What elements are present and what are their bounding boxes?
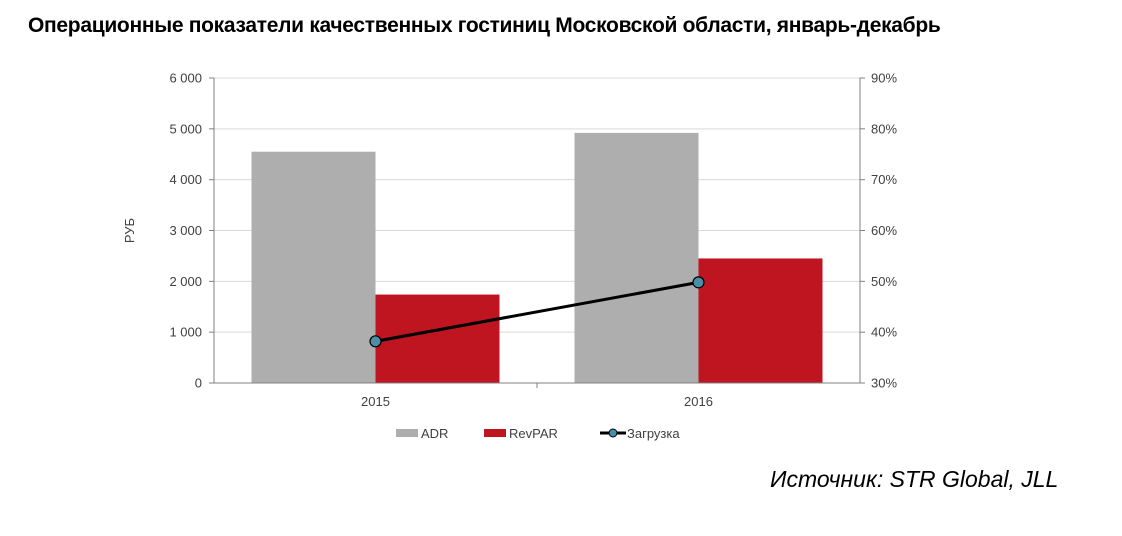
legend-label: ADR — [421, 426, 448, 441]
y-tick-label: 4 000 — [169, 172, 202, 187]
axes — [209, 77, 865, 388]
y2-tick-label: 80% — [871, 121, 897, 136]
legend-label: RevPAR — [509, 426, 558, 441]
y-tick-label: 3 000 — [169, 223, 202, 238]
y2-tick-label: 90% — [871, 71, 897, 86]
legend: ADR RevPAR Загрузка — [396, 426, 680, 441]
bar-revpar-2016 — [698, 258, 823, 383]
bar-adr-2015 — [251, 151, 376, 383]
x-tick-label: 2015 — [361, 394, 390, 409]
legend-label: Загрузка — [627, 426, 680, 441]
y2-tick-label: 50% — [871, 274, 897, 289]
load-point-2016 — [692, 276, 705, 289]
y2-tick-label: 40% — [871, 325, 897, 340]
y-tick-label: 6 000 — [169, 71, 202, 86]
legend-swatch-revpar — [484, 429, 506, 437]
legend-marker — [608, 428, 618, 438]
chart-title: Операционные показатели качественных гос… — [28, 14, 941, 37]
bar-adr-2016 — [574, 132, 699, 383]
y-tick-label: 1 000 — [169, 325, 202, 340]
load-line-path — [375, 280, 699, 343]
y-tick-label: 0 — [195, 376, 202, 391]
source-note: Источник: STR Global, JLL — [770, 466, 1059, 492]
y-tick-label: 2 000 — [169, 274, 202, 289]
load-point-2015 — [369, 335, 382, 348]
y-tick-label: 5 000 — [169, 121, 202, 136]
load-line — [369, 276, 705, 348]
x-tick-label: 2016 — [684, 394, 713, 409]
y2-tick-label: 30% — [871, 376, 897, 391]
legend-swatch-adr — [396, 429, 418, 437]
y2-tick-label: 70% — [871, 172, 897, 187]
y-axis-title: РУБ — [122, 218, 137, 243]
bars — [251, 132, 823, 383]
tick-labels: 2015 2016 0 1 000 2 000 3 000 4 000 5 000 6 000 3… — [122, 71, 897, 410]
y2-tick-label: 60% — [871, 223, 897, 238]
